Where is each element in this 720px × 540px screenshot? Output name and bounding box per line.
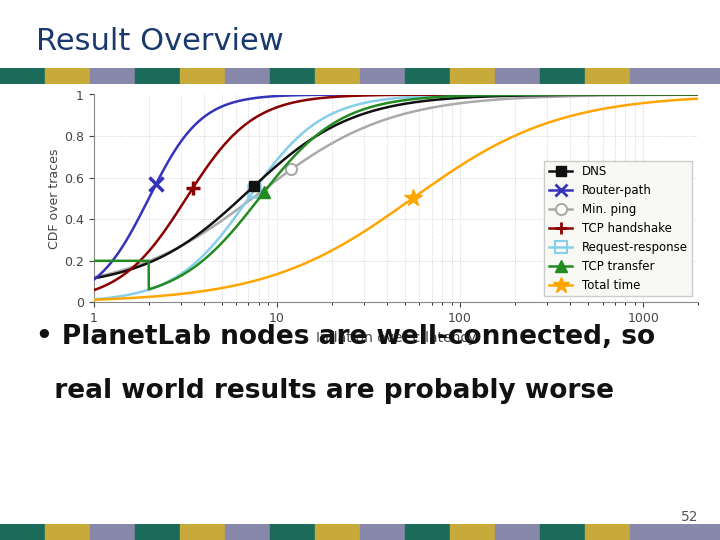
Bar — [225, 68, 270, 84]
Bar — [450, 524, 495, 540]
Bar — [45, 524, 90, 540]
Legend: DNS, Router-path, Min. ping, TCP handshake, Request-response, TCP transfer, Tota: DNS, Router-path, Min. ping, TCP handsha… — [544, 160, 693, 296]
Text: Result Overview: Result Overview — [36, 27, 284, 56]
Bar — [90, 524, 135, 540]
Bar — [405, 524, 450, 540]
Bar — [315, 524, 360, 540]
Bar — [450, 68, 495, 84]
Bar — [270, 524, 315, 540]
Bar — [585, 68, 630, 84]
Bar — [90, 68, 135, 84]
Bar — [180, 524, 225, 540]
Text: real world results are probably worse: real world results are probably worse — [36, 378, 614, 404]
Bar — [135, 524, 180, 540]
Bar — [675, 68, 720, 84]
Bar — [630, 524, 675, 540]
Bar — [0, 68, 45, 84]
Bar — [585, 524, 630, 540]
Bar — [180, 68, 225, 84]
Bar — [45, 68, 90, 84]
Bar — [270, 68, 315, 84]
Text: 52: 52 — [681, 510, 698, 524]
Text: • PlanetLab nodes are well-connected, so: • PlanetLab nodes are well-connected, so — [36, 324, 655, 350]
Bar — [135, 68, 180, 84]
Bar — [495, 524, 540, 540]
Bar — [405, 68, 450, 84]
Bar — [360, 524, 405, 540]
Bar — [360, 68, 405, 84]
Bar — [675, 524, 720, 540]
Bar — [495, 68, 540, 84]
Y-axis label: CDF over traces: CDF over traces — [48, 148, 61, 248]
Bar — [0, 524, 45, 540]
Bar — [630, 68, 675, 84]
Bar — [540, 68, 585, 84]
X-axis label: Inflation over c-latency: Inflation over c-latency — [316, 330, 476, 345]
Bar — [540, 524, 585, 540]
Bar — [225, 524, 270, 540]
Bar — [315, 68, 360, 84]
